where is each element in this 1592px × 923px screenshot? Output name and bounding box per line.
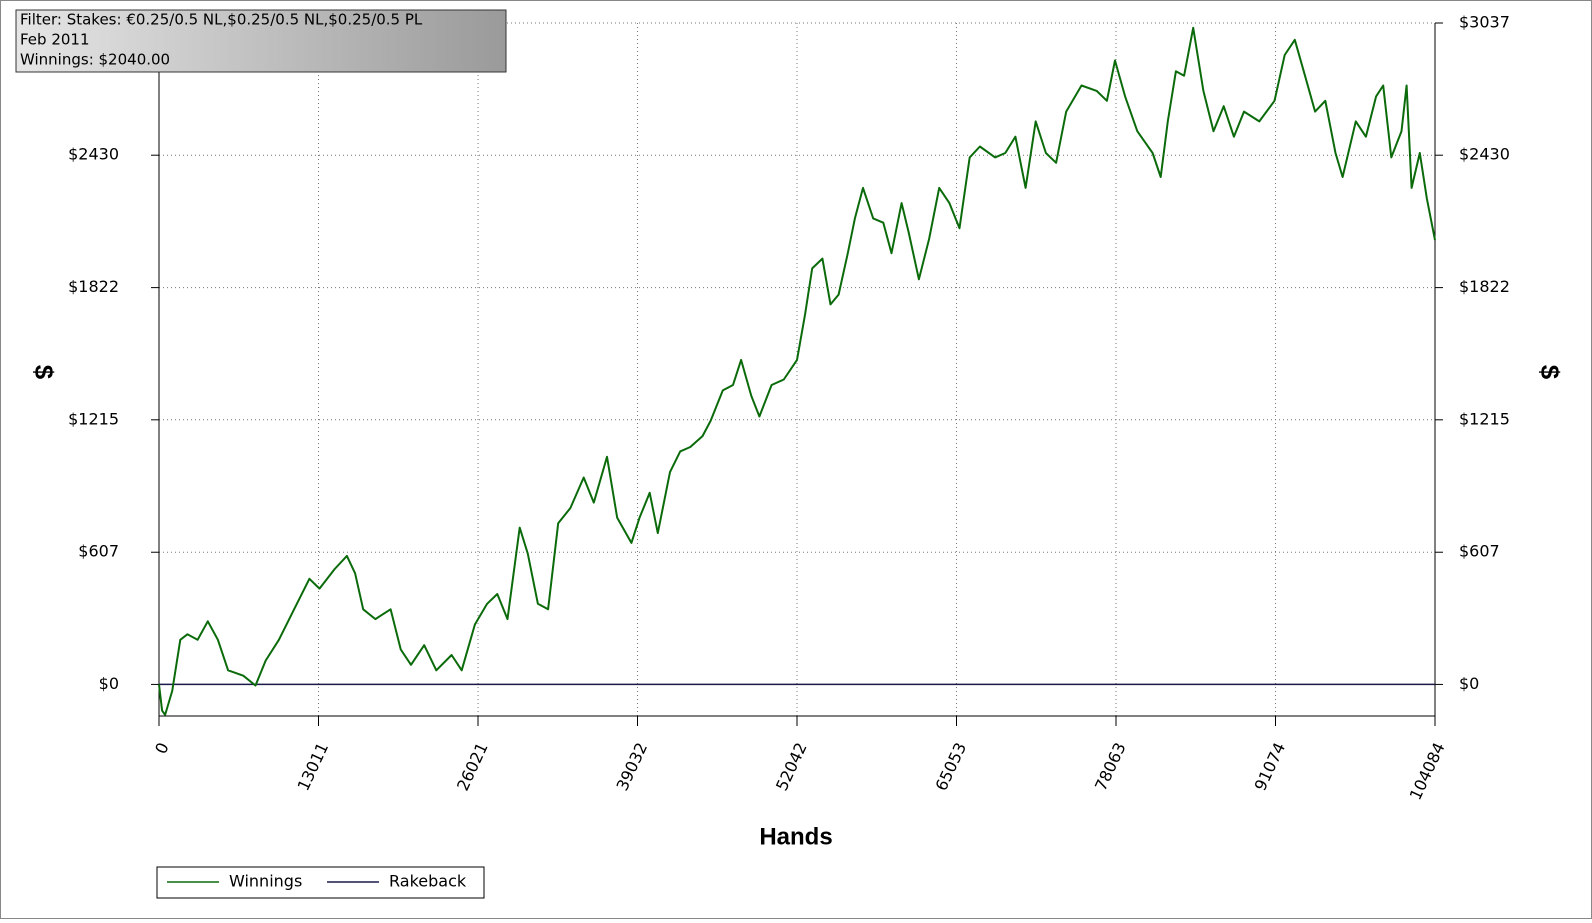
legend-label: Winnings: [229, 872, 302, 891]
y-tick-label: $607: [78, 542, 119, 561]
filter-winnings: Winnings: $2040.00: [20, 51, 170, 69]
y2-tick-label: $1215: [1459, 409, 1510, 428]
y-tick-label: $0: [99, 674, 119, 693]
y2-tick-label: $607: [1459, 542, 1500, 561]
x-axis-title: Hands: [759, 823, 832, 850]
y-tick-label: $1822: [68, 277, 119, 296]
filter-box: [15, 9, 507, 73]
legend-label: Rakeback: [389, 872, 467, 891]
y2-axis-title: $: [1535, 365, 1565, 380]
y2-tick-label: $3037: [1459, 13, 1510, 32]
y-tick-label: $1215: [68, 409, 119, 428]
y2-tick-label: $0: [1459, 674, 1479, 693]
y-tick-label: $2430: [68, 145, 119, 164]
y2-tick-label: $2430: [1459, 145, 1510, 164]
y2-tick-label: $1822: [1459, 277, 1510, 296]
series-line: [158, 26, 1436, 716]
y-axis-title: $: [29, 365, 59, 380]
filter-text: Filter: Stakes: €0.25/0.5 NL,$0.25/0.5 N…: [20, 11, 423, 29]
filter-date: Feb 2011: [20, 31, 90, 49]
